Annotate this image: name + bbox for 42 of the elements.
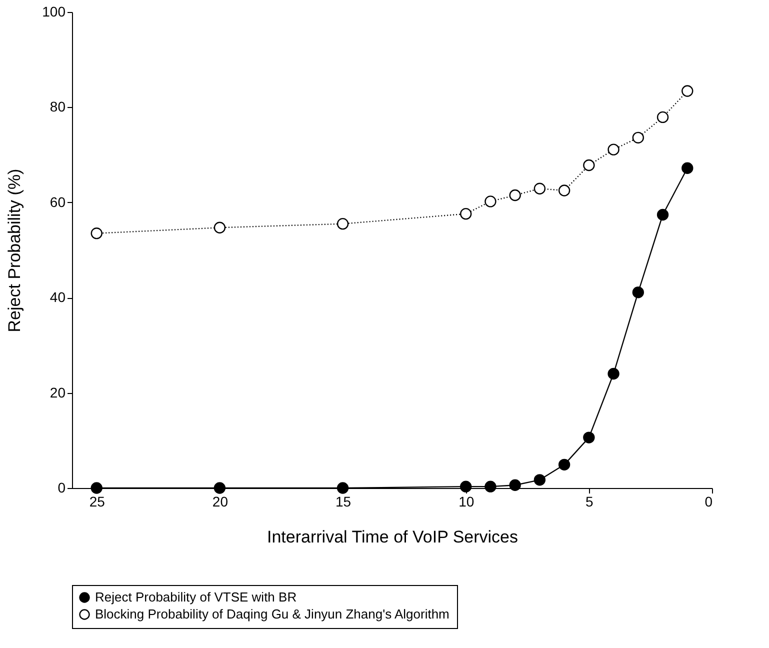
- x-tick-label: 5: [586, 494, 594, 510]
- y-tick-label: 60: [50, 194, 66, 210]
- point: [608, 368, 620, 380]
- y-tick-label: 100: [42, 4, 66, 20]
- point: [460, 208, 472, 220]
- point: [583, 432, 595, 444]
- x-tick-label: 15: [335, 494, 352, 510]
- point: [534, 474, 546, 486]
- point: [214, 482, 226, 494]
- y-axis-title: Reject Probability (%): [5, 168, 24, 332]
- point: [460, 480, 472, 492]
- point: [558, 184, 570, 196]
- y-tick-label: 20: [50, 384, 66, 400]
- y-tick-label: 80: [50, 98, 66, 115]
- point: [632, 132, 644, 144]
- y-tick-label: 0: [58, 480, 66, 496]
- point: [509, 189, 521, 202]
- x-tick-label: 25: [89, 494, 106, 510]
- point: [656, 208, 669, 221]
- point: [682, 85, 694, 97]
- point: [632, 286, 644, 298]
- point: [484, 196, 496, 208]
- legend-label: Reject Probability of VTSE with BR: [95, 590, 297, 604]
- x-tick-label: 0: [704, 494, 713, 510]
- point: [534, 182, 546, 194]
- point: [336, 482, 349, 494]
- point: [509, 479, 521, 491]
- point: [214, 222, 226, 234]
- point: [583, 159, 595, 172]
- y-tick-label: 40: [50, 289, 66, 306]
- point: [608, 144, 620, 156]
- x-tick-label: 10: [458, 494, 474, 510]
- x-tick-label: 20: [212, 494, 228, 510]
- legend-label: Blocking Probability of Daqing Gu & Jinyun Zhang's Algorithm: [95, 606, 450, 622]
- point: [484, 480, 496, 492]
- x-axis-title: Interarrival Time of VoIP Services: [266, 528, 518, 546]
- point: [656, 111, 669, 124]
- point: [90, 482, 102, 494]
- point: [90, 228, 102, 240]
- point: [682, 162, 694, 174]
- point: [336, 218, 349, 230]
- point: [558, 458, 570, 471]
